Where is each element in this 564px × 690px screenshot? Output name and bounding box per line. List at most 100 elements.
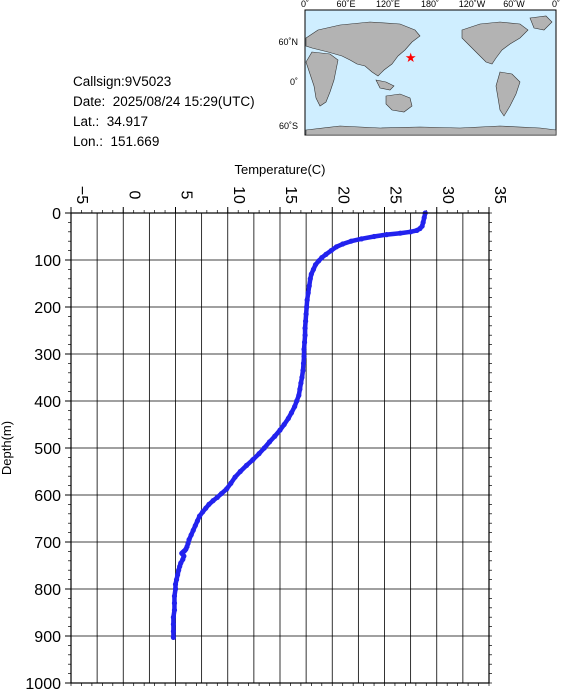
data-point xyxy=(302,332,308,338)
x-tick-label: 35 xyxy=(491,186,508,204)
data-point xyxy=(300,360,307,366)
data-point xyxy=(172,581,179,587)
y-tick-label: 1000 xyxy=(25,676,61,690)
data-point xyxy=(333,244,340,250)
data-point xyxy=(296,392,302,398)
y-tick-label: 100 xyxy=(34,253,61,270)
data-point xyxy=(214,494,220,500)
y-tick-label: 400 xyxy=(34,394,61,411)
map-lon-label: 0˚ xyxy=(301,0,309,9)
temperature-profile-series xyxy=(170,210,428,641)
data-point xyxy=(397,230,403,236)
x-tick-label: 25 xyxy=(387,186,404,204)
data-point xyxy=(206,501,212,507)
data-point xyxy=(200,509,206,515)
x-tick-label: 0 xyxy=(125,191,142,200)
map-lat-label: 60˚N xyxy=(278,37,298,47)
data-point xyxy=(358,236,365,242)
data-point xyxy=(310,266,317,272)
data-point xyxy=(288,410,295,416)
data-point xyxy=(256,451,262,457)
plot-frame xyxy=(70,212,490,684)
data-point xyxy=(319,255,325,261)
y-tick-labels: 0 100 200 300 400 500 600 700 800 900 1000 xyxy=(25,206,61,690)
data-point xyxy=(190,527,196,533)
y-tick-label: 300 xyxy=(34,347,61,364)
data-point xyxy=(228,480,234,486)
data-point xyxy=(174,572,181,578)
data-point xyxy=(170,614,177,620)
latitude-text: Lat.: 34.917 xyxy=(73,114,149,129)
data-point xyxy=(224,486,230,492)
x-tick-label: 10 xyxy=(230,186,247,204)
map-lon-label: 120˚W xyxy=(459,0,486,9)
data-point xyxy=(171,600,178,606)
data-point xyxy=(294,398,300,404)
data-point xyxy=(298,380,304,386)
data-point xyxy=(312,262,319,268)
data-point xyxy=(281,421,287,428)
map-lon-label: 120˚E xyxy=(376,0,400,9)
data-point xyxy=(306,283,312,289)
y-tick-label: 200 xyxy=(34,300,61,317)
y-tick-label: 900 xyxy=(34,629,61,646)
y-tick-label: 600 xyxy=(34,488,61,505)
data-point xyxy=(176,567,182,573)
data-point xyxy=(170,621,177,627)
data-point xyxy=(408,229,414,235)
data-point xyxy=(300,367,306,374)
data-point xyxy=(308,271,314,277)
data-point xyxy=(414,227,420,233)
data-point xyxy=(285,415,291,421)
x-tick-label: 15 xyxy=(282,186,299,204)
data-point xyxy=(299,374,305,381)
y-tick-label: 500 xyxy=(34,441,61,458)
y-tick-label: 700 xyxy=(34,535,61,552)
longitude-text: Lon.: 151.669 xyxy=(73,134,160,149)
callsign-text: Callsign:9V5023 xyxy=(73,74,172,89)
data-point xyxy=(302,325,308,331)
data-point xyxy=(383,232,390,238)
map-lat-label: 60˚S xyxy=(279,121,298,131)
map-lat-label: 0˚ xyxy=(290,77,298,87)
data-point xyxy=(292,404,298,410)
land-masses xyxy=(305,15,557,136)
data-point xyxy=(261,445,267,451)
data-point xyxy=(304,297,310,303)
x-tick-label: 30 xyxy=(439,186,456,204)
x-tick-label: 5 xyxy=(178,191,195,200)
data-point xyxy=(203,505,209,511)
data-point xyxy=(232,474,238,480)
data-point xyxy=(196,513,203,519)
data-point xyxy=(266,439,273,445)
y-tick-label: 0 xyxy=(52,206,61,223)
data-point xyxy=(304,304,310,310)
data-point xyxy=(303,311,309,317)
profile-plot-area: −5 0 5 10 15 20 25 30 35 0 100 200 300 400 500 600 700 8… xyxy=(0,162,508,690)
x-tick-label: −5 xyxy=(73,186,90,204)
map-lon-label: 60˚W xyxy=(503,0,525,9)
data-point xyxy=(194,518,201,524)
data-point xyxy=(340,241,346,247)
data-point xyxy=(188,532,194,538)
x-tick-label: 20 xyxy=(334,186,351,204)
map-lon-label: 60˚E xyxy=(336,0,355,9)
data-point xyxy=(171,593,178,599)
data-point xyxy=(301,339,308,345)
data-point xyxy=(297,386,303,392)
data-point xyxy=(421,215,427,221)
data-point xyxy=(307,276,313,282)
data-point xyxy=(170,634,177,641)
data-point xyxy=(210,498,216,504)
map-longitude-labels: 0˚ 60˚E 120˚E 180˚ 120˚W 60˚W 0˚ xyxy=(301,0,560,9)
map-lon-label: 180˚ xyxy=(421,0,439,9)
data-point xyxy=(172,586,179,592)
y-axis-title: Depth(m) xyxy=(0,421,14,475)
world-map-inset: ★ 0˚ 60˚E 120˚E 180˚ 120˚W 60˚W 0˚ 60˚N 0˚ 60˚S xyxy=(278,0,560,136)
data-point xyxy=(171,607,178,613)
station-marker-star: ★ xyxy=(405,51,417,66)
data-point xyxy=(170,628,177,634)
x-tick-labels: −5 0 5 10 15 20 25 30 35 xyxy=(73,186,508,204)
data-point xyxy=(192,522,198,529)
